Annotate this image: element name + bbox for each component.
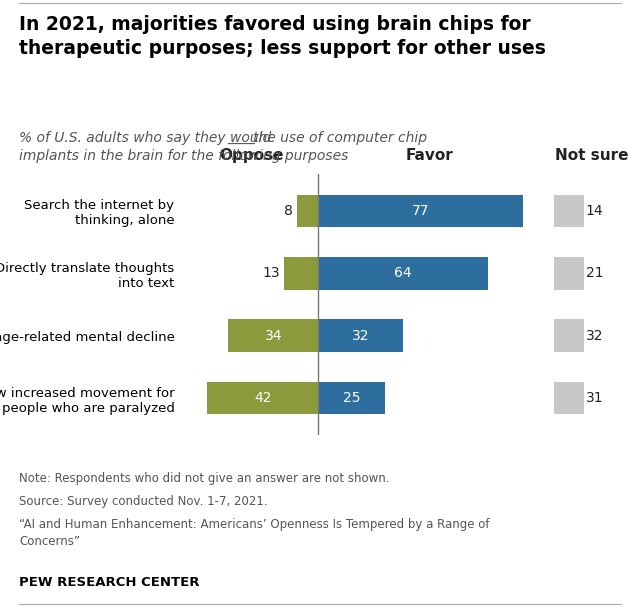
Text: 14: 14 [586,204,604,218]
Bar [554,382,584,414]
Bar [554,320,584,352]
Text: 34: 34 [264,329,282,343]
Text: Source: Survey conducted Nov. 1-7, 2021.: Source: Survey conducted Nov. 1-7, 2021. [19,495,268,508]
Bar [554,195,584,227]
Text: 64: 64 [394,266,412,280]
Text: “AI and Human Enhancement: Americans’ Openness Is Tempered by a Range of
Concern: “AI and Human Enhancement: Americans’ Op… [19,518,490,548]
Bar [318,382,385,414]
Text: 42: 42 [254,391,271,405]
Bar [284,257,318,289]
Text: 21: 21 [586,266,604,280]
Text: 32: 32 [352,329,369,343]
Text: In 2021, majorities favored using brain chips for
therapeutic purposes; less sup: In 2021, majorities favored using brain … [19,15,546,58]
Text: Note: Respondents who did not give an answer are not shown.: Note: Respondents who did not give an an… [19,472,390,485]
Text: 13: 13 [262,266,280,280]
Text: 31: 31 [586,391,604,405]
Text: 77: 77 [412,204,429,218]
Text: ____: ____ [227,131,255,145]
Text: implants in the brain for the following purposes: implants in the brain for the following … [19,149,349,163]
Text: PEW RESEARCH CENTER: PEW RESEARCH CENTER [19,576,200,588]
Bar [554,257,584,289]
Text: 32: 32 [586,329,604,343]
Text: the use of computer chip: the use of computer chip [253,131,427,145]
Bar [228,320,318,352]
Text: Not sure: Not sure [556,148,628,163]
Bar [207,382,318,414]
Text: Oppose: Oppose [220,148,284,163]
Bar [318,320,403,352]
Text: Favor: Favor [406,148,454,163]
Bar [318,257,488,289]
Bar [318,195,523,227]
Bar [297,195,318,227]
Text: 25: 25 [343,391,360,405]
Text: % of U.S. adults who say they would: % of U.S. adults who say they would [19,131,271,145]
Text: 8: 8 [284,204,293,218]
